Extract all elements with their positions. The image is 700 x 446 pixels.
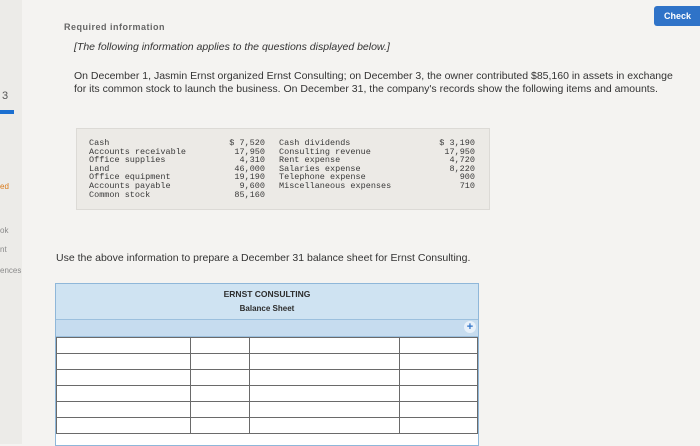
total-input[interactable] [398, 337, 479, 354]
balance-sheet-table: ERNST CONSULTING Balance Sheet + [55, 283, 479, 446]
amount-input[interactable] [190, 385, 250, 402]
plus-icon[interactable]: + [464, 321, 476, 333]
account-label-input[interactable] [55, 369, 192, 386]
table-row [55, 401, 479, 418]
table-row [55, 353, 479, 370]
rail-item-nt[interactable]: nt [0, 245, 7, 254]
account-amount: 4,310 [239, 155, 265, 166]
amount-input[interactable] [190, 417, 250, 434]
rail-active-indicator [0, 110, 14, 114]
account-label-input-right[interactable] [248, 337, 400, 354]
table-row [55, 369, 479, 386]
rail-item-ed[interactable]: ed [0, 182, 9, 191]
amount-input[interactable] [190, 353, 250, 370]
check-button[interactable]: Check [654, 6, 700, 26]
account-label-input-right[interactable] [248, 369, 400, 386]
rail-item-ences[interactable]: ences [0, 266, 22, 275]
right-account-names: Cash dividends Consulting revenue Rent exp… [279, 139, 391, 191]
balance-sheet-grid [55, 337, 479, 434]
account-name: Office equipment [89, 172, 171, 183]
account-amount: 900 [459, 172, 475, 183]
account-amount: 710 [459, 180, 475, 191]
account-name: Miscellaneous expenses [279, 180, 392, 191]
instruction-text: Use the above information to prepare a D… [56, 252, 471, 264]
total-input[interactable] [398, 369, 479, 386]
account-name: Rent expense [279, 155, 341, 166]
amount-input[interactable] [190, 401, 250, 418]
account-name: Accounts receivable [89, 146, 186, 157]
account-name: Cash dividends [279, 138, 351, 148]
section-heading: Required information [64, 22, 166, 32]
account-name: Salaries expense [279, 163, 361, 174]
amount-input[interactable] [190, 369, 250, 386]
account-amount: 85,160 [234, 189, 265, 200]
account-name: Cash [89, 138, 110, 148]
intro-note: [The following information applies to th… [74, 41, 390, 53]
scenario-text: On December 1, Jasmin Ernst organized Er… [74, 70, 673, 95]
account-label-input-right[interactable] [248, 353, 400, 370]
company-name: ERNST CONSULTING [223, 289, 311, 299]
account-label-input-right[interactable] [248, 401, 400, 418]
account-name: Common stock [89, 189, 151, 200]
account-label-input[interactable] [55, 353, 192, 370]
account-label-input[interactable] [55, 401, 192, 418]
balance-sheet-band: + [56, 319, 478, 337]
statement-title: Balance Sheet [239, 304, 295, 313]
account-name: Office supplies [89, 155, 166, 166]
total-input[interactable] [398, 353, 479, 370]
table-row [55, 337, 479, 354]
account-amount: 17,950 [234, 146, 265, 157]
account-label-input[interactable] [55, 337, 192, 354]
total-input[interactable] [398, 385, 479, 402]
balance-sheet-header: ERNST CONSULTING Balance Sheet [56, 284, 478, 319]
account-label-input[interactable] [55, 385, 192, 402]
account-amount: $ 7,520 [229, 138, 265, 148]
total-input[interactable] [398, 401, 479, 418]
account-name: Telephone expense [279, 172, 366, 183]
account-name: Accounts payable [89, 180, 171, 191]
rail-question-number[interactable]: 3 [2, 90, 9, 102]
left-rail: 3 ed ok nt ences [0, 0, 22, 444]
account-amount: 17,950 [444, 146, 475, 157]
account-amount: 19,190 [234, 172, 265, 183]
account-amount: 8,220 [449, 163, 475, 174]
left-account-amounts: $ 7,520 17,950 4,310 46,000 19,190 9,600 85,16… [213, 139, 265, 199]
total-input[interactable] [398, 417, 479, 434]
right-account-amounts: $ 3,190 17,950 4,720 8,220 900 710 [417, 139, 475, 191]
account-data-box: Cash Accounts receivable Office supplies La… [76, 128, 490, 210]
account-amount: 46,000 [234, 163, 265, 174]
amount-input[interactable] [190, 337, 250, 354]
account-amount: $ 3,190 [439, 138, 475, 148]
account-amount: 9,600 [239, 180, 265, 191]
account-label-input-right[interactable] [248, 385, 400, 402]
table-row [55, 385, 479, 402]
rail-item-ok[interactable]: ok [0, 226, 9, 235]
account-label-input-right[interactable] [248, 417, 400, 434]
account-amount: 4,720 [449, 155, 475, 166]
account-label-input[interactable] [55, 417, 192, 434]
table-row [55, 417, 479, 434]
account-name: Consulting revenue [279, 146, 371, 157]
left-account-names: Cash Accounts receivable Office supplies La… [89, 139, 186, 199]
account-name: Land [89, 163, 110, 174]
